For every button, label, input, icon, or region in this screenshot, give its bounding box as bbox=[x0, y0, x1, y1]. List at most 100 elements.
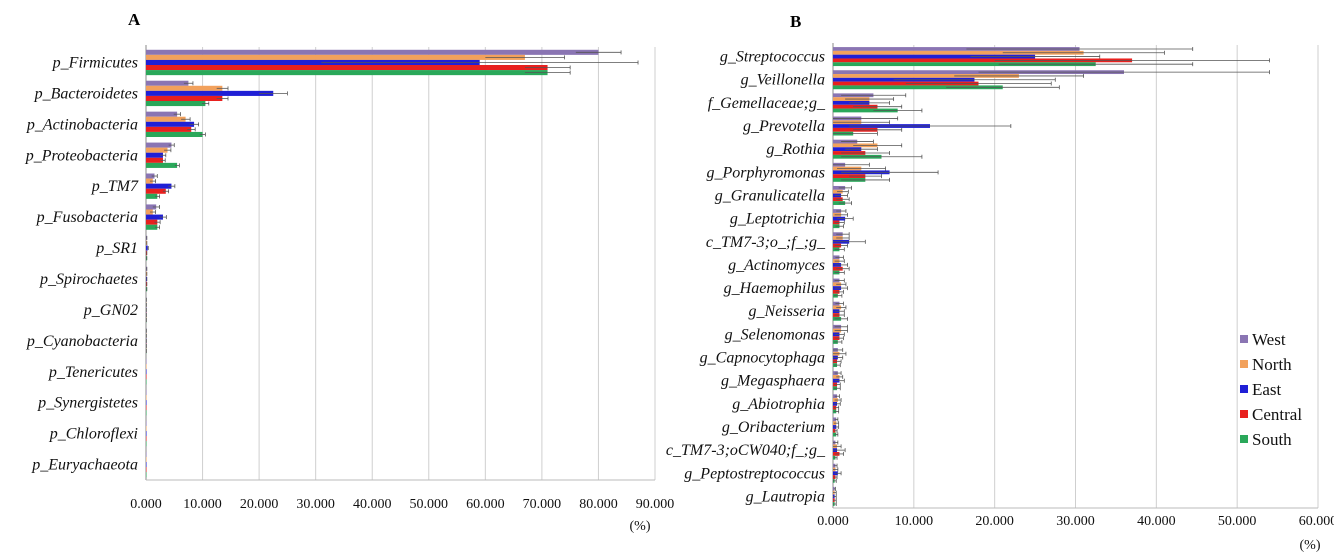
bar-central bbox=[146, 467, 147, 473]
category-label: c_TM7-3;oCW040;f_;g_ bbox=[666, 442, 826, 459]
x-tick-label: 40.000 bbox=[1137, 514, 1176, 529]
legend-label-east: East bbox=[1252, 380, 1282, 399]
bar-east bbox=[146, 431, 147, 437]
bar-north bbox=[146, 147, 168, 153]
x-tick-label: 20.000 bbox=[975, 514, 1014, 529]
bar-east bbox=[146, 400, 147, 406]
x-tick-label: 30.000 bbox=[1056, 514, 1095, 529]
bar-north bbox=[833, 74, 1019, 78]
bar-central bbox=[146, 436, 147, 442]
bar-south bbox=[833, 85, 1003, 90]
legend-swatch-west bbox=[1240, 335, 1248, 343]
legend-label-west: West bbox=[1252, 330, 1286, 349]
bar-north bbox=[146, 395, 147, 401]
bar-east bbox=[146, 461, 147, 468]
category-label: p_Euryachaeota bbox=[31, 457, 138, 474]
bar-west bbox=[146, 142, 172, 148]
bar-east bbox=[146, 183, 172, 189]
legend-label-south: South bbox=[1252, 430, 1292, 449]
category-label: p_GN02 bbox=[83, 302, 138, 319]
x-tick-label: 90.000 bbox=[636, 497, 675, 512]
category-label: f_Gemellaceae;g_ bbox=[708, 95, 826, 112]
x-axis-unit: (%) bbox=[630, 519, 651, 534]
category-label: p_Spirochaetes bbox=[39, 271, 138, 288]
category-label: g_Rothia bbox=[766, 141, 825, 158]
bar-east bbox=[146, 369, 147, 375]
bar-east bbox=[146, 152, 163, 158]
x-tick-label: 60.000 bbox=[1299, 514, 1334, 529]
panel-label: B bbox=[790, 12, 801, 31]
category-label: g_Haemophilus bbox=[724, 280, 825, 297]
x-tick-label: 0.000 bbox=[817, 514, 849, 529]
bar-north bbox=[146, 364, 147, 370]
legend-label-central: Central bbox=[1252, 405, 1302, 424]
bar-central bbox=[833, 174, 866, 179]
category-label: p_Actinobacteria bbox=[26, 116, 138, 133]
bar-west bbox=[833, 47, 1080, 51]
x-tick-label: 0.000 bbox=[130, 497, 162, 512]
x-tick-label: 80.000 bbox=[579, 497, 618, 512]
bar-south bbox=[146, 131, 203, 138]
x-axis-unit: (%) bbox=[1300, 538, 1321, 553]
bar-south bbox=[146, 101, 206, 107]
bar-south bbox=[146, 379, 147, 385]
bar-west bbox=[146, 359, 147, 365]
category-label: g_Prevotella bbox=[743, 118, 825, 135]
bar-south bbox=[146, 410, 147, 416]
bar-east bbox=[146, 245, 148, 251]
bar-south bbox=[146, 441, 147, 447]
bar-east bbox=[146, 59, 480, 66]
bar-south bbox=[833, 108, 898, 113]
x-tick-label: 30.000 bbox=[296, 497, 335, 512]
bar-north bbox=[146, 116, 186, 122]
bar-south bbox=[146, 193, 158, 199]
bar-west bbox=[146, 420, 147, 426]
bar-north bbox=[146, 54, 525, 60]
category-label: g_Capnocytophaga bbox=[700, 350, 825, 367]
category-label: g_Oribacterium bbox=[722, 419, 825, 436]
panel-b-chart: B 0.000 10.000 20.000 30.000 40.000 50.000 60.0… bbox=[666, 12, 1334, 553]
category-label: g_Neisseria bbox=[749, 303, 825, 320]
bar-north bbox=[146, 85, 223, 91]
bar-central bbox=[146, 157, 163, 163]
bar-central bbox=[146, 188, 166, 194]
category-label: g_Granulicatella bbox=[715, 187, 825, 204]
bar-east bbox=[146, 214, 163, 220]
legend-label-north: North bbox=[1252, 355, 1292, 374]
x-tick-label: 70.000 bbox=[523, 497, 562, 512]
category-label: p_Chloroflexi bbox=[49, 426, 138, 443]
bar-west bbox=[146, 389, 147, 396]
category-label: g_Streptococcus bbox=[720, 49, 825, 66]
bar-west bbox=[146, 49, 599, 55]
bar-central bbox=[146, 95, 223, 102]
bar-south bbox=[146, 162, 178, 168]
category-label: p_Bacteroidetes bbox=[34, 85, 138, 102]
bar-east bbox=[833, 54, 1036, 59]
category-label: p_Fusobacteria bbox=[36, 209, 138, 226]
legend: West North East Central South bbox=[1240, 330, 1302, 449]
x-tick-label: 50.000 bbox=[1218, 514, 1257, 529]
category-label: p_Firmicutes bbox=[52, 54, 138, 71]
bar-south bbox=[146, 472, 147, 478]
category-label: p_Proteobacteria bbox=[25, 147, 138, 164]
category-label: p_Synergistetes bbox=[37, 395, 138, 412]
bar-central bbox=[146, 405, 147, 411]
legend-swatch-central bbox=[1240, 410, 1248, 418]
legend-swatch-south bbox=[1240, 435, 1248, 443]
category-label: p_TM7 bbox=[91, 178, 139, 195]
x-tick-label: 20.000 bbox=[240, 497, 279, 512]
category-label: p_SR1 bbox=[95, 240, 138, 257]
bar-central bbox=[146, 374, 147, 380]
category-label: g_Peptostreptococcus bbox=[684, 465, 825, 482]
bar-central bbox=[146, 65, 548, 71]
bar-west bbox=[146, 173, 155, 179]
bar-south bbox=[146, 224, 158, 230]
category-label: g_Veillonella bbox=[741, 72, 825, 89]
category-label: p_Cyanobacteria bbox=[26, 333, 138, 350]
category-label: g_Lautropia bbox=[746, 488, 825, 505]
panel-a-chart: A 0.000 10.000 20.000 30.000 40.000 50.000 60.0… bbox=[25, 10, 675, 534]
bar-central bbox=[146, 126, 192, 132]
legend-swatch-east bbox=[1240, 385, 1248, 393]
category-label: g_Actinomyces bbox=[728, 257, 825, 274]
